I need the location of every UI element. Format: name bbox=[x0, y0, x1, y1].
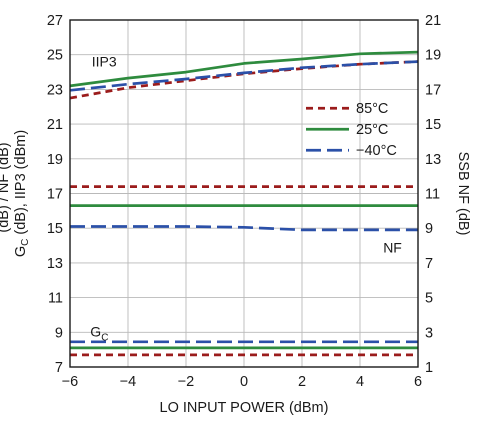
y-axis-right-title: SSB NF (dB) bbox=[455, 152, 471, 236]
y-left-tick-label: 27 bbox=[47, 13, 63, 29]
y-right-tick-label: 11 bbox=[425, 187, 440, 203]
plot-frame bbox=[69, 19, 419, 368]
y-right-tick-label: 13 bbox=[425, 152, 441, 168]
y-left-tick-label: 15 bbox=[47, 221, 63, 237]
y-axis-left-title: GC (dB), IIP3 (dBm) bbox=[13, 130, 31, 257]
y-right-tick-label: 9 bbox=[425, 221, 433, 237]
x-tick-label: 2 bbox=[298, 374, 306, 390]
series-line-iip3-85c bbox=[69, 60, 419, 100]
y-right-tick-label: 15 bbox=[425, 117, 441, 133]
x-tick-label: 0 bbox=[240, 374, 248, 390]
y-right-tick-label: 7 bbox=[425, 256, 433, 272]
y-left-tick-label: 19 bbox=[47, 152, 63, 168]
y-left-tick-label: 23 bbox=[47, 82, 63, 98]
y-axis-left-title-main: G bbox=[13, 246, 29, 257]
gc-label-main: G bbox=[90, 323, 101, 339]
x-tick-label: 4 bbox=[356, 374, 364, 390]
plot-lines bbox=[69, 50, 419, 357]
x-tick-label: −6 bbox=[62, 374, 79, 390]
y-left-tick-label: 21 bbox=[47, 117, 63, 133]
y-axis-left-title-rest: (dB), IIP3 (dBm) bbox=[13, 130, 29, 239]
x-tick-label: −4 bbox=[120, 374, 137, 390]
y-left-tick-label: 17 bbox=[47, 187, 63, 203]
series-line-nf-40c bbox=[70, 225, 418, 232]
y-right-tick-label: 19 bbox=[425, 48, 441, 64]
x-tick-label: −2 bbox=[178, 374, 195, 390]
nf-label: NF bbox=[383, 239, 402, 255]
legend: 85°C 25°C −40°C bbox=[306, 101, 397, 159]
y-right-tick-label: 3 bbox=[425, 325, 433, 341]
y-left-tick-label: 13 bbox=[47, 256, 63, 272]
series-line-iip3-25c bbox=[69, 50, 419, 88]
y-left-tick-label: 7 bbox=[55, 360, 63, 376]
iip3-label: IIP3 bbox=[92, 54, 117, 70]
gc-label: GC bbox=[90, 323, 108, 343]
legend-label: −40°C bbox=[356, 143, 397, 159]
y-right-tick-label: 17 bbox=[425, 82, 441, 98]
y-axis-left-title-clipped: (dB) / NF (dB) bbox=[0, 142, 12, 232]
series-line-iip3-40c bbox=[69, 60, 419, 92]
y-right-tick-label: 5 bbox=[425, 291, 433, 307]
x-axis-title: LO INPUT POWER (dBm) bbox=[160, 400, 329, 416]
legend-label: 25°C bbox=[356, 122, 388, 138]
y-right-tick-label: 21 bbox=[425, 13, 441, 29]
gc-label-subscript: C bbox=[101, 332, 108, 343]
y-left-tick-label: 25 bbox=[47, 48, 63, 64]
y-right-tick-label: 1 bbox=[425, 360, 433, 376]
y-left-tick-label: 11 bbox=[48, 291, 63, 307]
y-axis-left-title-sub: C bbox=[20, 239, 31, 246]
tick-labels: −6 −4 −2 0 2 4 6791113151719212325271357911131… bbox=[47, 13, 441, 390]
y-left-tick-label: 9 bbox=[55, 325, 63, 341]
x-tick-label: 6 bbox=[414, 374, 422, 390]
legend-label: 85°C bbox=[356, 101, 388, 117]
